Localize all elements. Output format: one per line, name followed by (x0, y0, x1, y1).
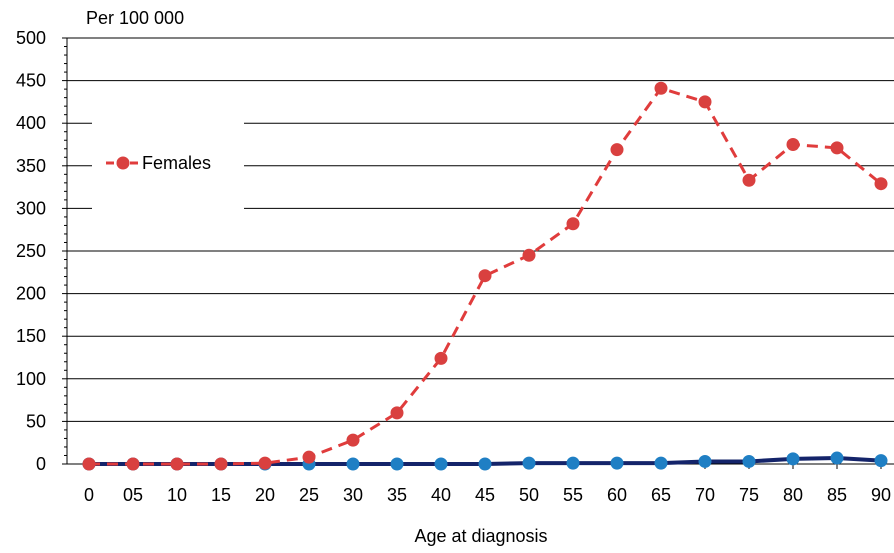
x-tick-label: 15 (211, 485, 231, 505)
y-tick-label: 350 (16, 156, 46, 176)
y-tick-label: 50 (26, 411, 46, 431)
data-point (214, 457, 228, 471)
x-tick-label: 65 (651, 485, 671, 505)
legend-label: Females (142, 153, 211, 173)
data-point (434, 457, 448, 471)
x-tick-label: 40 (431, 485, 451, 505)
data-point (346, 433, 360, 447)
x-tick-label: 85 (827, 485, 847, 505)
data-point (82, 457, 96, 471)
data-point (786, 452, 800, 466)
y-tick-label: 450 (16, 71, 46, 91)
series-group (82, 81, 888, 471)
x-tick-label: 80 (783, 485, 803, 505)
x-tick-label: 50 (519, 485, 539, 505)
x-tick-label: 0 (84, 485, 94, 505)
x-tick-label: 20 (255, 485, 275, 505)
legend-marker (116, 156, 130, 170)
y-tick-label: 300 (16, 198, 46, 218)
y-tick-labels: 0 50 100 150 200 250 300 350 400 450 500 (16, 28, 46, 474)
axes (62, 37, 894, 469)
data-point (610, 456, 624, 470)
x-tick-label: 60 (607, 485, 627, 505)
y-tick-label: 250 (16, 241, 46, 261)
data-point (610, 143, 624, 157)
data-point (390, 406, 404, 420)
data-point (786, 138, 800, 151)
data-point (434, 351, 448, 365)
x-tick-label: 75 (739, 485, 759, 505)
data-point (302, 450, 316, 464)
grid-lines (67, 37, 894, 422)
data-point (874, 177, 888, 191)
x-tick-label: 35 (387, 485, 407, 505)
data-point (742, 454, 756, 468)
y-tick-label: 200 (16, 284, 46, 304)
data-point (126, 457, 140, 471)
y-tick-label: 100 (16, 369, 46, 389)
data-point (478, 457, 492, 471)
data-point (346, 457, 360, 471)
data-point (654, 456, 668, 470)
data-point (478, 269, 492, 283)
y-tick-label: 0 (36, 454, 46, 474)
x-tick-label: 55 (563, 485, 583, 505)
data-point (522, 248, 536, 262)
x-axis-title: Age at diagnosis (414, 526, 547, 546)
x-tick-label: 90 (871, 485, 891, 505)
data-point (742, 173, 756, 187)
data-point (566, 456, 580, 470)
x-tick-label: 45 (475, 485, 495, 505)
x-tick-label: 10 (167, 485, 187, 505)
x-tick-label: 25 (299, 485, 319, 505)
data-point (170, 457, 184, 471)
data-point (390, 457, 404, 471)
x-tick-labels: 0 05 10 15 20 25 30 35 40 45 50 55 60 65 70 75 80 85 90 (84, 485, 891, 505)
data-point (874, 454, 888, 468)
data-point (830, 141, 844, 155)
y-tick-label: 500 (16, 28, 46, 48)
legend: Females (106, 153, 211, 173)
x-tick-label: 70 (695, 485, 715, 505)
unit-label: Per 100 000 (86, 8, 184, 28)
x-tick-label: 05 (123, 485, 143, 505)
x-tick-label: 30 (343, 485, 363, 505)
data-point (698, 95, 712, 109)
data-point (522, 456, 536, 470)
data-point (258, 456, 272, 470)
data-point (654, 81, 668, 95)
data-point (830, 451, 844, 465)
data-point (566, 217, 580, 231)
y-tick-label: 400 (16, 113, 46, 133)
y-tick-label: 150 (16, 326, 46, 346)
data-point (698, 454, 712, 468)
